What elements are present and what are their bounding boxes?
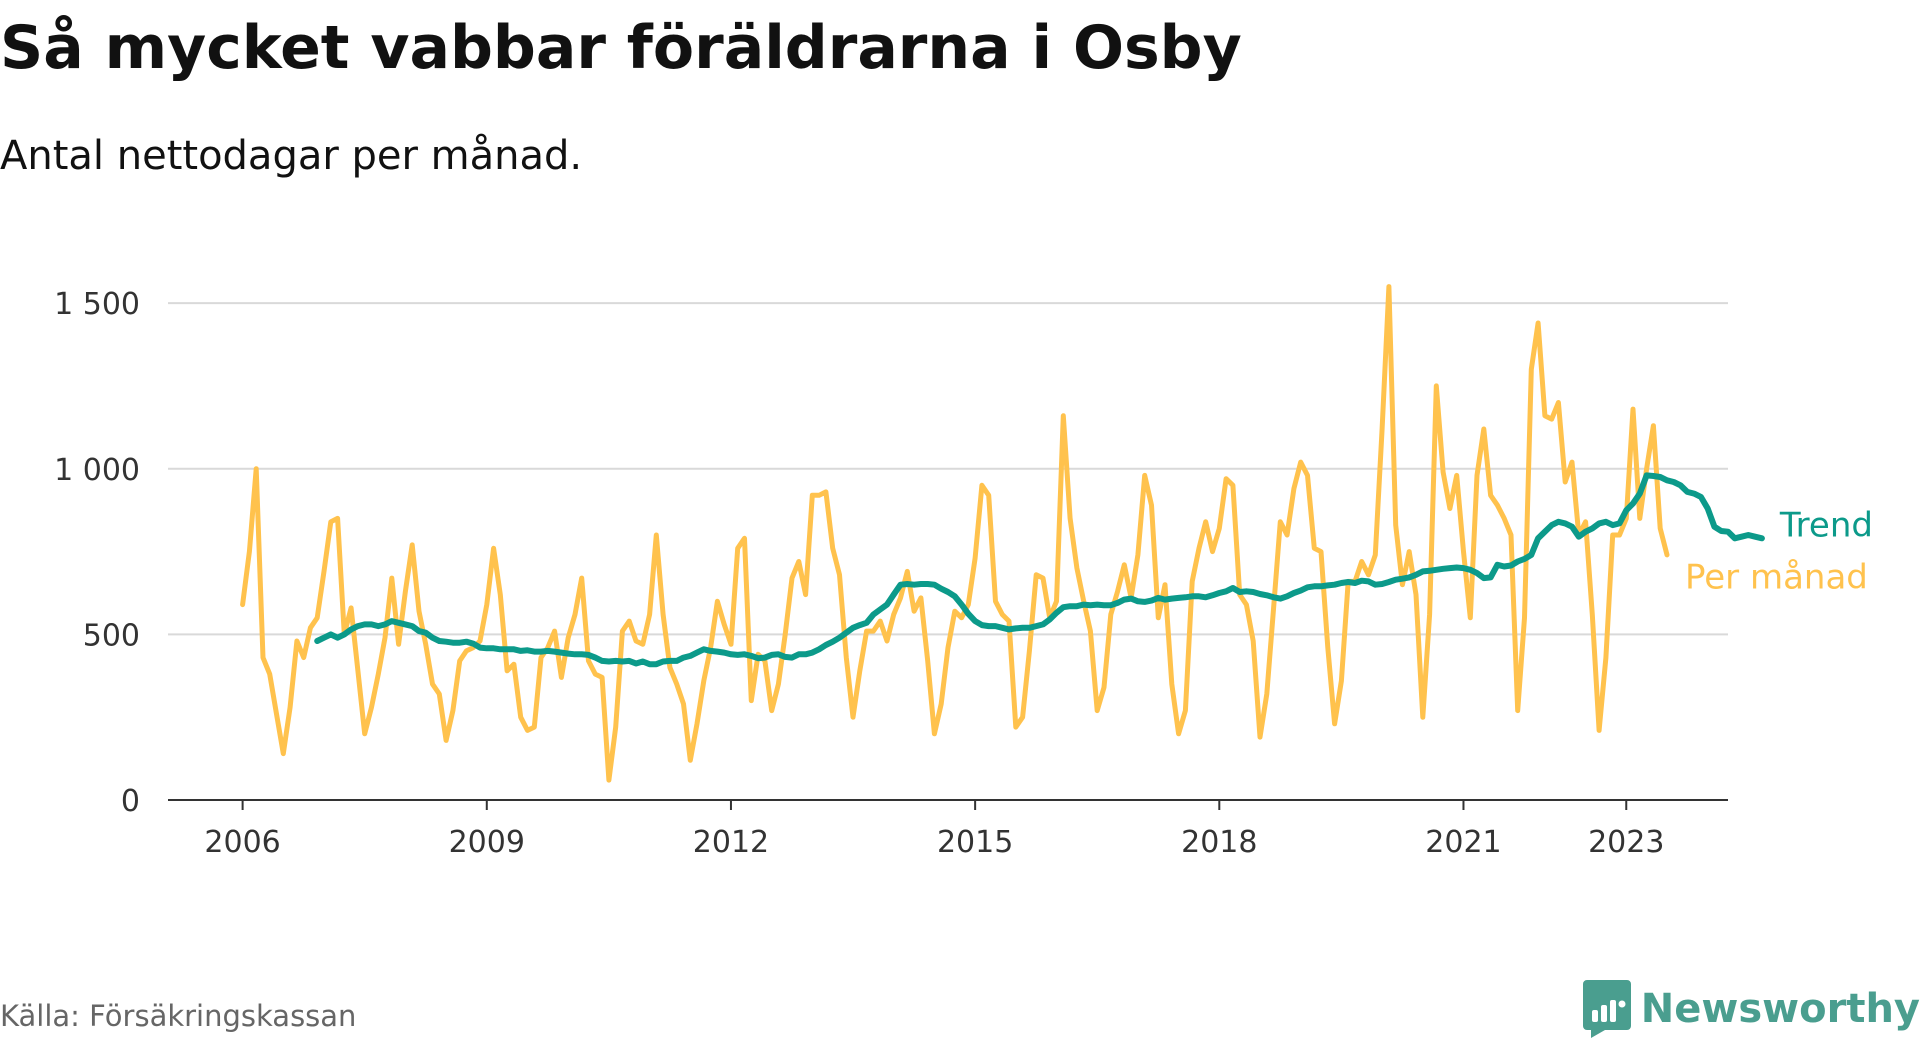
x-tick-label: 2006 bbox=[204, 825, 280, 860]
brand-name: Newsworthy bbox=[1640, 986, 1920, 1032]
series-label: Trend bbox=[1779, 505, 1873, 545]
x-axis: 2006 2009 2012 2015 2018 2021 2023 bbox=[168, 799, 1728, 860]
y-axis-ticks: 0 500 1 000 1 500 bbox=[54, 287, 140, 819]
series-line-trend bbox=[314, 472, 1765, 668]
brand-logo: Newsworthy bbox=[1582, 980, 1920, 1038]
chart-title: Så mycket vabbar föräldrarna i Osby bbox=[0, 13, 1242, 83]
x-tick-label: 2023 bbox=[1588, 825, 1664, 860]
gridlines bbox=[168, 302, 1728, 636]
chart-subtitle: Antal nettodagar per månad. bbox=[0, 133, 583, 179]
series-label: Per månad bbox=[1685, 557, 1868, 597]
series-line-per-m-nad bbox=[240, 284, 1670, 783]
newsworthy-logo-icon bbox=[1582, 980, 1631, 1038]
y-tick-label: 500 bbox=[83, 618, 140, 653]
source-note: Källa: Försäkringskassan bbox=[0, 999, 357, 1033]
series-lines bbox=[240, 284, 1765, 783]
x-tick-label: 2018 bbox=[1181, 825, 1257, 860]
x-tick-label: 2009 bbox=[449, 825, 525, 860]
series-labels: Trend Per månad bbox=[1685, 505, 1873, 597]
y-tick-label: 0 bbox=[121, 784, 140, 819]
x-tick-label: 2021 bbox=[1425, 825, 1501, 860]
x-tick-label: 2015 bbox=[937, 825, 1013, 860]
y-tick-label: 1 000 bbox=[54, 453, 140, 488]
x-tick-label: 2012 bbox=[693, 825, 769, 860]
y-tick-label: 1 500 bbox=[54, 287, 140, 322]
